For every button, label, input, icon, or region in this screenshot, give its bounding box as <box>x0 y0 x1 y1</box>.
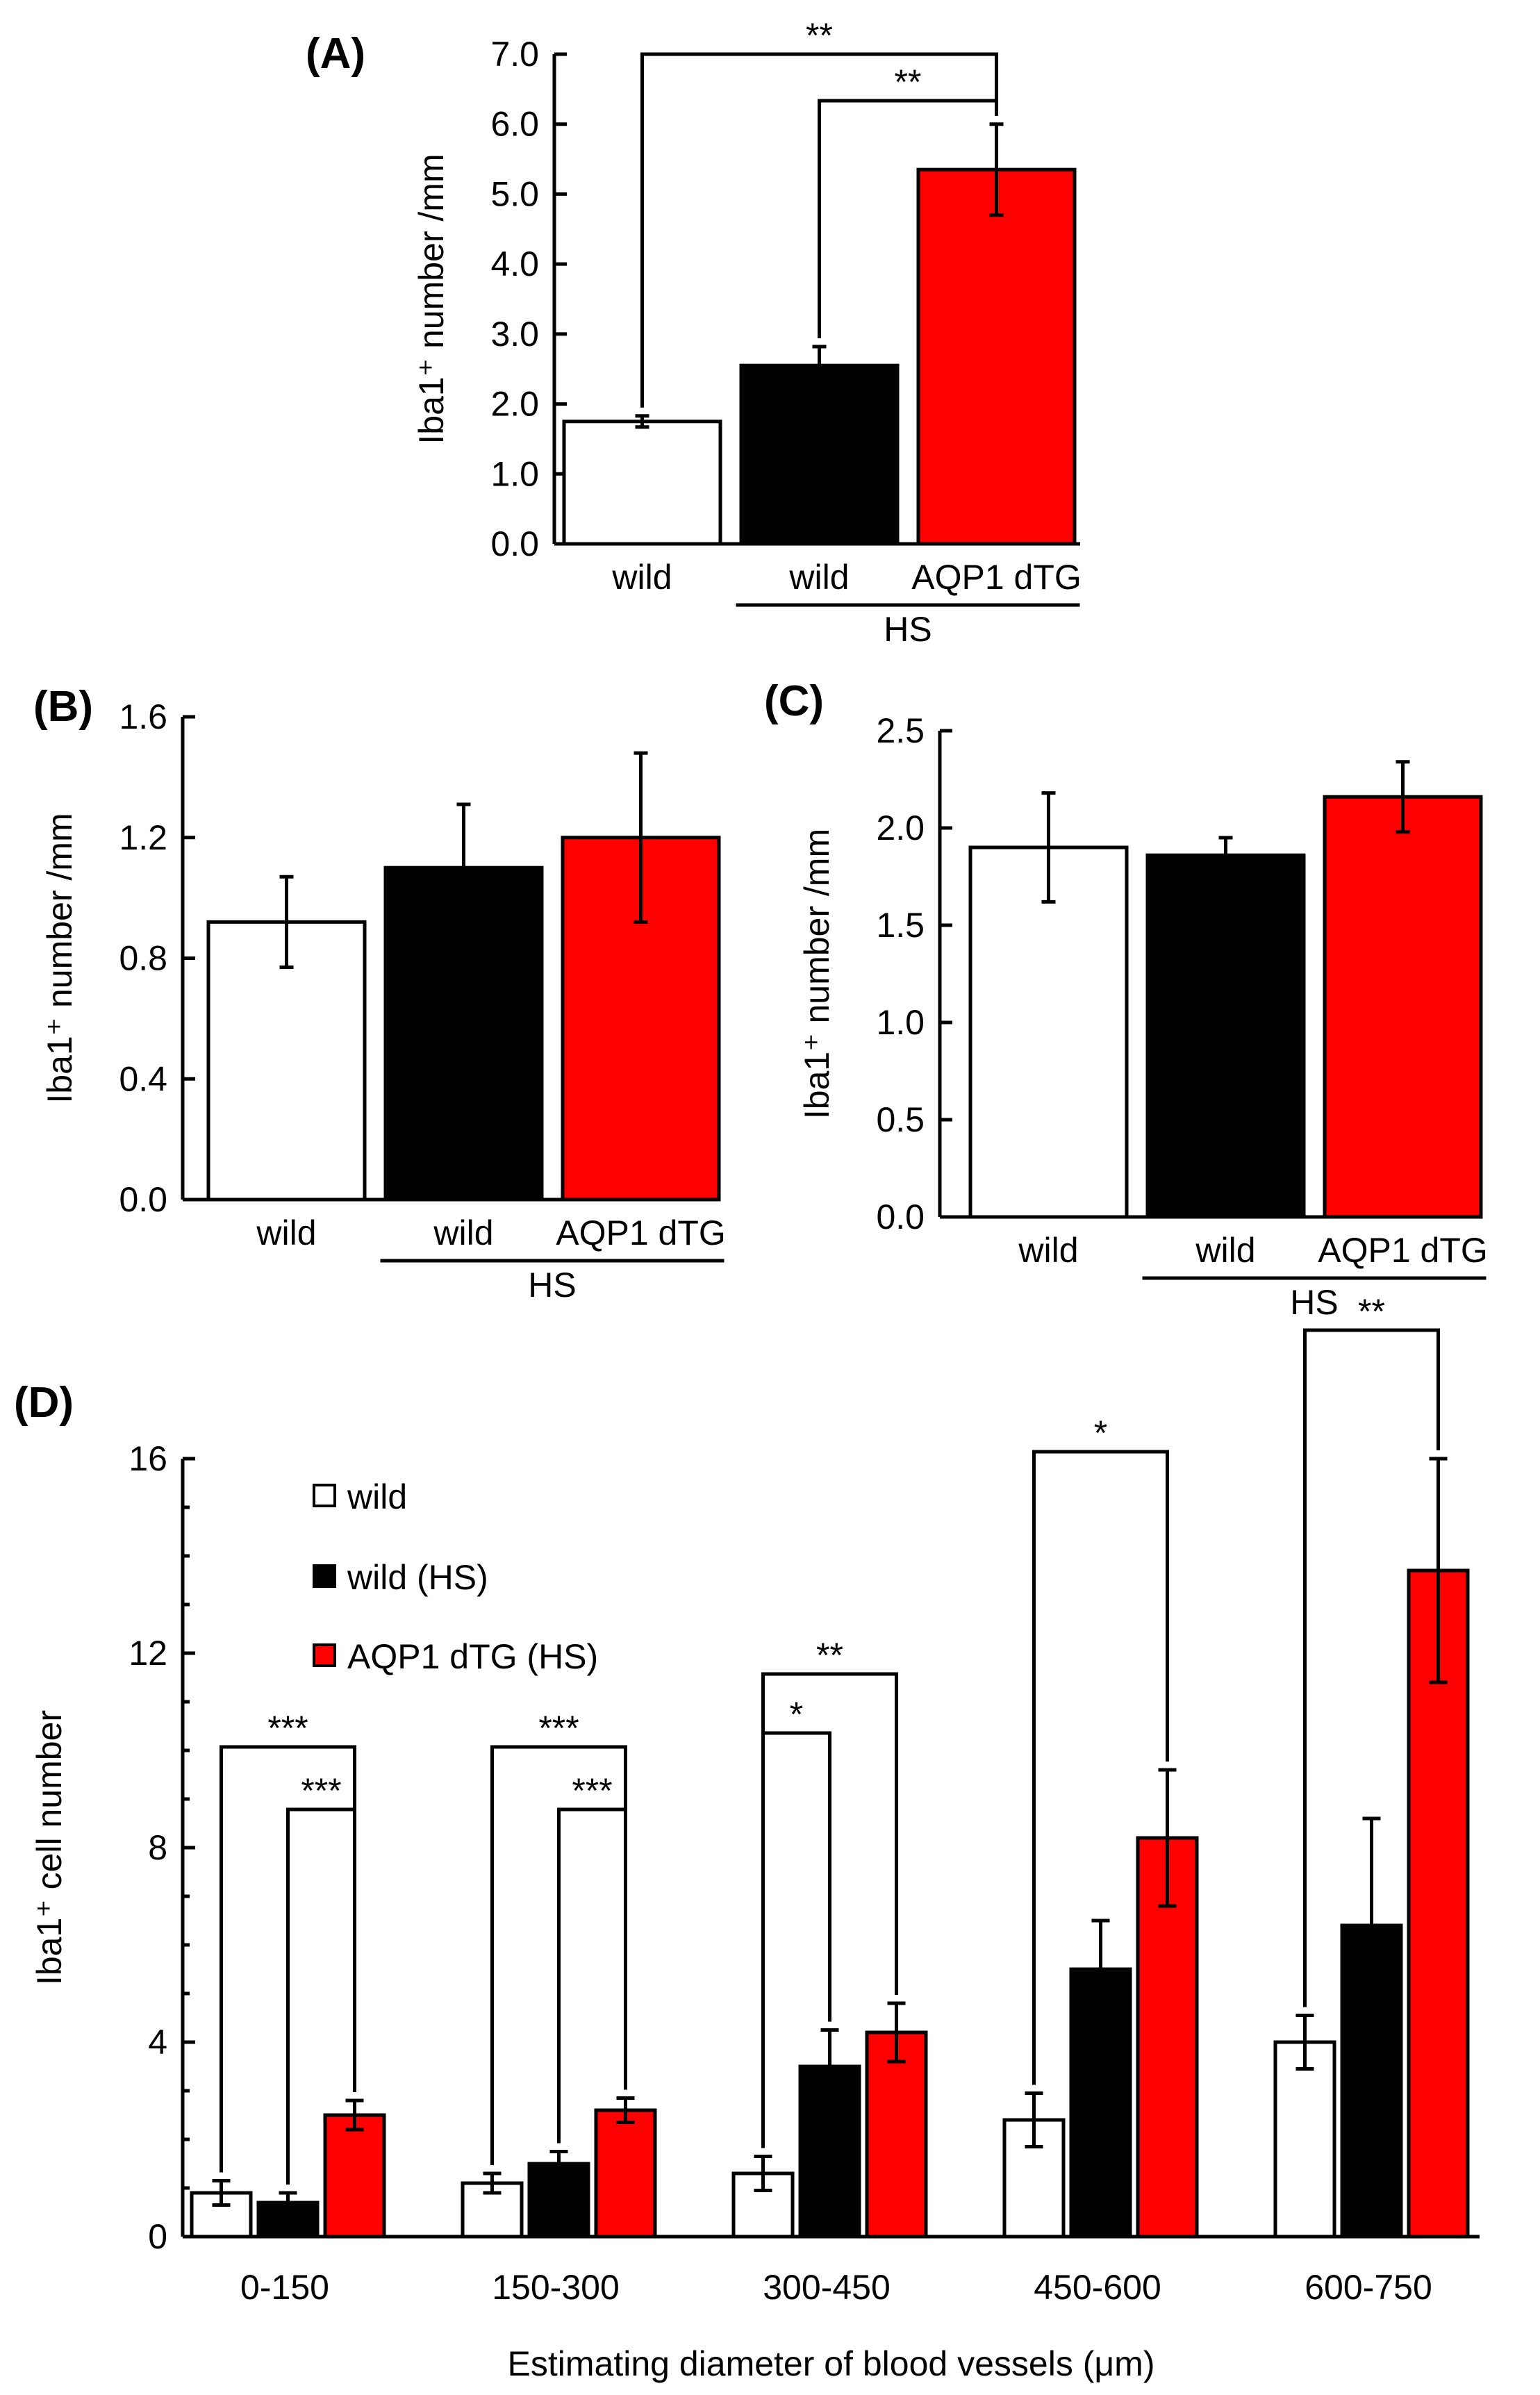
x-tick-label-d: 450-600 <box>1034 2268 1161 2307</box>
category-label-a: wild <box>788 558 849 597</box>
bar-a-0 <box>562 420 722 546</box>
y-tick-label-b: 0.4 <box>119 1059 167 1098</box>
significance-label-d: *** <box>267 1709 308 1748</box>
category-label-b: wild <box>433 1213 493 1252</box>
x-tick-label-d: 0-150 <box>240 2268 329 2307</box>
x-axis-title-d: Estimating diameter of blood vessels (μm… <box>508 2344 1155 2383</box>
bar-a-2 <box>916 167 1077 546</box>
significance-bracket-d <box>1303 1328 1440 2007</box>
panel-label-b: (B) <box>33 683 93 731</box>
category-label-a: wild <box>611 558 672 597</box>
y-axis-title-c: Iba1⁺ number /mm <box>797 829 836 1119</box>
legend-label-d: AQP1 dTG (HS) <box>347 1637 598 1676</box>
legend-swatch-d <box>313 1484 336 1507</box>
y-tick-label-a: 4.0 <box>490 245 539 283</box>
bar-d-1-2 <box>594 2108 657 2239</box>
category-label-c: AQP1 dTG <box>1318 1231 1488 1270</box>
y-axis-title-a: Iba1⁺ number /mm <box>412 154 451 444</box>
panel-label-d: (D) <box>14 1379 74 1427</box>
legend-label-d: wild (HS) <box>347 1558 488 1597</box>
y-tick-label-c: 2.0 <box>876 809 925 847</box>
x-tick-label-d: 150-300 <box>492 2268 620 2307</box>
bar-d-0-2 <box>323 2113 386 2239</box>
significance-label-d: *** <box>301 1771 341 1810</box>
legend-swatch-d <box>313 1564 336 1588</box>
group-label-c: HS <box>1290 1283 1338 1322</box>
y-tick-label-d: 0 <box>148 2217 167 2256</box>
y-tick-label-b: 0.8 <box>119 939 167 978</box>
significance-label-d: * <box>1094 1414 1107 1452</box>
category-label-a: AQP1 dTG <box>911 558 1082 597</box>
y-tick-label-c: 1.0 <box>876 1003 925 1042</box>
panel-a-chart: 0.0 1.0 2.0 3.0 4.0 5.0 6.0 7.0 Iba1⁺ number /mm… <box>412 16 1082 649</box>
category-label-b: AQP1 dTG <box>556 1213 726 1252</box>
y-tick-label-d: 16 <box>129 1439 167 1478</box>
bar-d-3-1 <box>1069 1967 1132 2239</box>
y-tick-label-b: 1.6 <box>119 697 167 736</box>
panel-b-chart: 0.0 0.4 0.8 1.2 1.6 Iba1⁺ number /mm wild wild A… <box>40 697 726 1304</box>
category-label-b: wild <box>256 1213 316 1252</box>
y-tick-label-b: 0.0 <box>119 1180 167 1219</box>
bar-c-2 <box>1323 795 1483 1219</box>
panel-label-a: (A) <box>306 30 365 78</box>
y-tick-label-c: 1.5 <box>876 906 925 945</box>
y-tick-label-c: 2.5 <box>876 711 925 750</box>
y-tick-label-c: 0.5 <box>876 1100 925 1139</box>
bar-d-4-1 <box>1340 1923 1403 2239</box>
y-tick-label-a: 0.0 <box>490 524 539 563</box>
y-tick-label-d: 12 <box>129 1634 167 1673</box>
bar-c-0 <box>968 845 1129 1219</box>
significance-bracket-d <box>557 1807 627 2144</box>
significance-bracket-d <box>761 1731 831 2148</box>
y-tick-label-b: 1.2 <box>119 818 167 857</box>
y-tick-label-a: 2.0 <box>490 385 539 424</box>
legend-label-d: wild <box>347 1477 407 1516</box>
significance-bracket-d <box>1032 1450 1169 2085</box>
y-tick-label-a: 7.0 <box>490 35 539 74</box>
significance-bracket-a <box>818 99 998 338</box>
y-axis-title-b: Iba1⁺ number /mm <box>40 813 79 1103</box>
y-tick-label-d: 4 <box>148 2023 167 2062</box>
y-tick-label-c: 0.0 <box>876 1198 925 1236</box>
significance-label-d: ** <box>1358 1292 1385 1331</box>
y-tick-label-d: 8 <box>148 1828 167 1867</box>
significance-bracket-d <box>286 1807 356 2185</box>
significance-label-d: *** <box>572 1771 612 1810</box>
panel-d-chart: 0 4 8 12 16 Iba1⁺ cell number 0-150 150-300 300-… <box>30 1292 1480 2383</box>
significance-label-a: ** <box>895 63 922 101</box>
y-tick-label-a: 3.0 <box>490 315 539 354</box>
category-label-c: wild <box>1018 1231 1078 1270</box>
y-tick-label-a: 6.0 <box>490 105 539 144</box>
y-tick-label-a: 5.0 <box>490 174 539 213</box>
significance-label-d: ** <box>816 1636 843 1675</box>
panel-c-chart: 0.0 0.5 1.0 1.5 2.0 2.5 Iba1⁺ number /mm wild wi… <box>797 711 1488 1322</box>
legend-swatch-d <box>313 1643 336 1667</box>
significance-label-a: ** <box>806 16 833 55</box>
bar-c-1 <box>1145 853 1306 1219</box>
bar-d-4-0 <box>1273 2040 1336 2239</box>
significance-label-d: *** <box>538 1709 579 1748</box>
significance-label-d: * <box>790 1695 803 1734</box>
group-label-b: HS <box>528 1266 576 1304</box>
significance-bracket-a <box>640 52 998 408</box>
group-label-a: HS <box>884 610 932 649</box>
y-tick-label-a: 1.0 <box>490 454 539 493</box>
y-axis-title-d: Iba1⁺ cell number <box>30 1710 69 1985</box>
panel-label-c: (C) <box>764 677 824 725</box>
x-tick-label-d: 600-750 <box>1305 2268 1432 2307</box>
bar-a-1 <box>739 363 900 546</box>
category-label-c: wild <box>1195 1231 1255 1270</box>
x-tick-label-d: 300-450 <box>763 2268 891 2307</box>
